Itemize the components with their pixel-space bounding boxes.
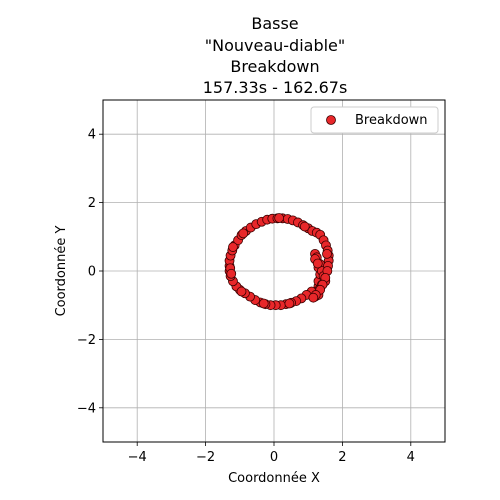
legend-marker <box>326 115 336 125</box>
y-tick-label: −2 <box>77 333 96 348</box>
title-line-1: Basse <box>251 14 298 33</box>
y-axis-ticks: −4 −2 0 2 4 <box>77 128 103 416</box>
legend: Breakdown <box>310 106 439 134</box>
title-line-4: 157.33s - 162.67s <box>203 78 348 97</box>
x-axis-ticks: −4 −2 0 2 4 <box>128 442 415 465</box>
y-tick-label: 2 <box>88 196 96 211</box>
title-line-2: "Nouveau-diable" <box>205 36 346 55</box>
legend-label: Breakdown <box>355 113 428 128</box>
data-point <box>299 221 310 232</box>
data-points <box>224 213 334 311</box>
x-tick-label: −4 <box>128 450 147 465</box>
y-tick-label: 0 <box>88 265 96 280</box>
x-tick-label: 2 <box>338 450 346 465</box>
x-tick-label: −2 <box>196 450 215 465</box>
data-point <box>322 248 332 259</box>
data-point <box>258 298 269 309</box>
chart-title: Basse "Nouveau-diable" Breakdown 157.33s… <box>203 14 348 97</box>
data-point <box>312 258 323 269</box>
legend-box <box>310 106 439 134</box>
y-axis-label: Coordonnée Y <box>54 226 69 317</box>
y-tick-label: 4 <box>88 128 96 143</box>
title-line-3: Breakdown <box>230 57 319 76</box>
x-tick-label: 0 <box>270 450 278 465</box>
x-axis-label: Coordonnée X <box>228 471 320 486</box>
data-point <box>236 286 247 297</box>
data-point <box>226 268 237 279</box>
data-point <box>284 298 295 309</box>
grid-lines <box>103 100 445 442</box>
data-point <box>228 242 238 252</box>
data-point <box>238 228 249 239</box>
y-tick-label: −4 <box>77 401 96 416</box>
data-point <box>274 213 285 223</box>
data-point <box>308 292 319 303</box>
x-tick-label: 4 <box>407 450 415 465</box>
